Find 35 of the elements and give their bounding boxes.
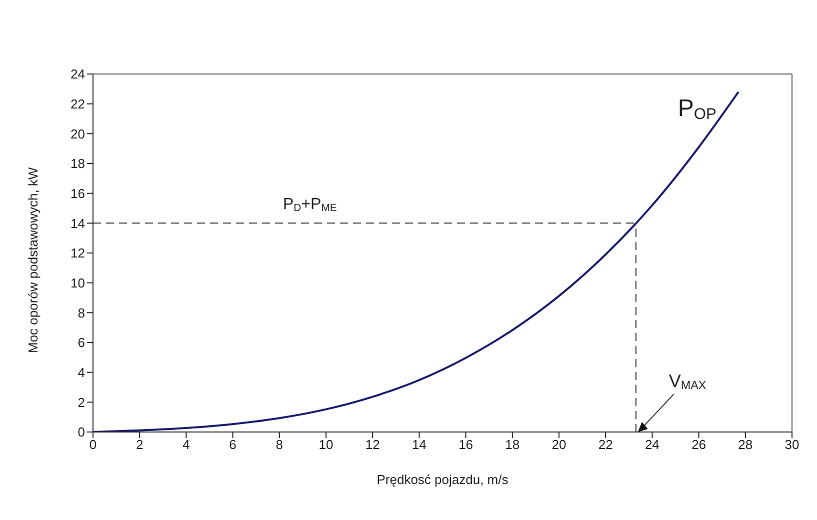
x-tick-label: 20	[552, 437, 566, 452]
x-tick-label: 4	[182, 437, 190, 452]
x-tick-label: 28	[738, 437, 753, 452]
y-tick-label: 12	[70, 246, 85, 261]
x-tick-label: 12	[365, 437, 380, 452]
annotation: V$_{MAX}$	[668, 371, 706, 392]
x-tick-label: 22	[598, 437, 613, 452]
x-tick-label: 2	[136, 437, 144, 452]
x-tick-label: 8	[276, 437, 284, 452]
x-tick-label: 6	[229, 437, 236, 452]
y-tick-label: 2	[78, 394, 85, 410]
y-tick-label: 4	[78, 364, 85, 380]
x-axis-title: Prędkosć pojazdu, m/s	[376, 472, 509, 487]
y-tick-label: 14	[70, 216, 85, 231]
y-tick-label: 6	[78, 335, 85, 350]
x-tick-label: 0	[89, 437, 97, 452]
y-tick-label: 20	[70, 126, 85, 142]
line-series	[93, 90, 740, 432]
y-axis-title: Moc oporów podstawowych, kW	[26, 166, 41, 353]
y-tick-label: 24	[70, 66, 85, 82]
x-tick-label: 30	[784, 437, 800, 452]
y-tick-label: 18	[70, 156, 85, 172]
y-tick-label: 10	[70, 275, 85, 290]
y-tick-label: 0	[78, 424, 85, 440]
x-tick-label: 24	[644, 437, 660, 452]
series-label: P$_{OP}$	[678, 94, 716, 124]
x-tick-label: 16	[458, 437, 474, 452]
y-tick-label: 16	[70, 186, 85, 201]
x-tick-label: 10	[318, 437, 334, 452]
ref-line-label: P$_{D}$+P$_{ME}$	[283, 196, 337, 214]
y-tick-label: 22	[70, 96, 85, 112]
x-tick-label: 26	[692, 437, 706, 452]
x-tick-label: 14	[412, 437, 426, 452]
x-tick-label: 18	[505, 437, 520, 452]
y-tick-label: 8	[78, 305, 85, 320]
